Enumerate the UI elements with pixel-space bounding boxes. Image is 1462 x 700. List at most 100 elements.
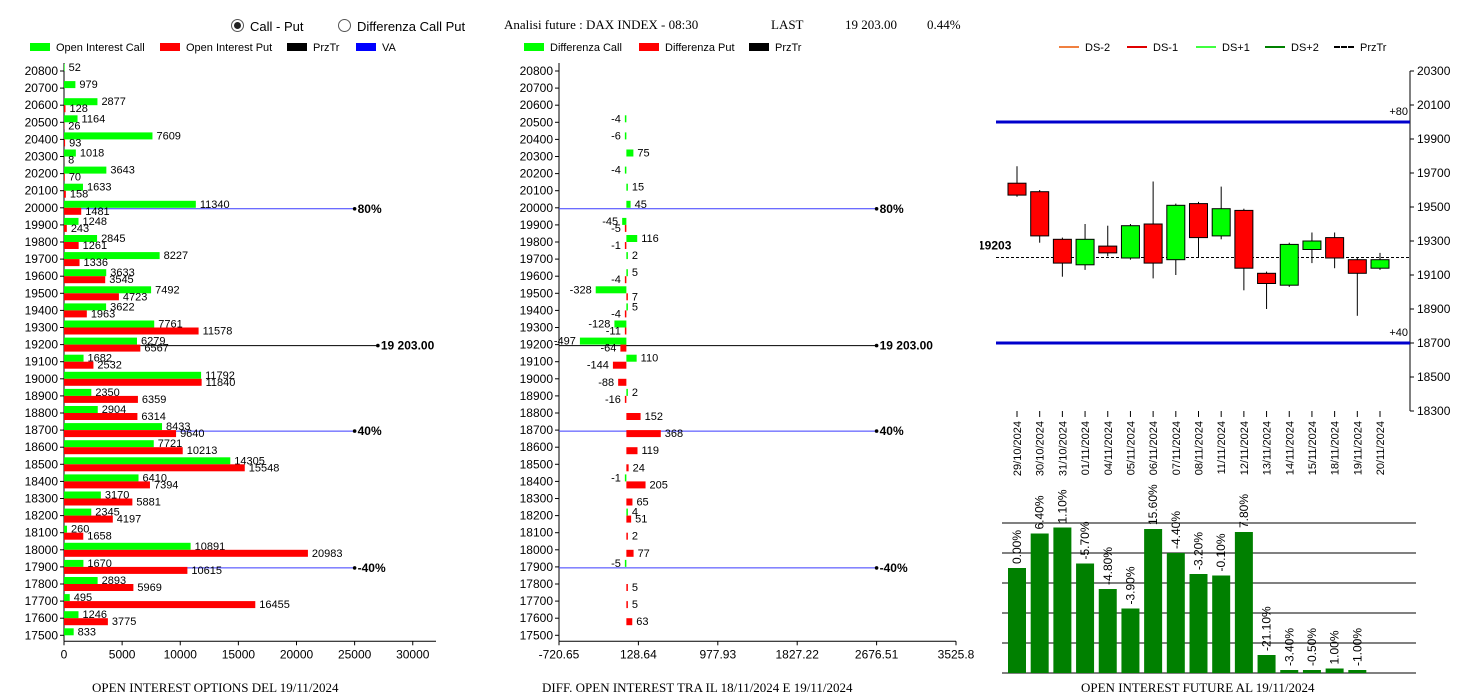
x-tick-label: 3525.8 bbox=[938, 647, 975, 661]
call-data-label: 1018 bbox=[80, 148, 104, 160]
y-tick-label: 19900 bbox=[25, 218, 59, 232]
oi-bar-label: -21.10% bbox=[1260, 606, 1274, 651]
put-data-label: 119 bbox=[641, 445, 659, 457]
legend-label: Open Interest Put bbox=[186, 42, 273, 54]
oi-bar-label: -1.00% bbox=[1350, 628, 1364, 666]
y-tick-label: 19900 bbox=[520, 218, 554, 232]
call-data-label: 4 bbox=[632, 507, 638, 519]
call-data-label: 7609 bbox=[156, 130, 180, 142]
put-data-label: 1261 bbox=[83, 240, 107, 252]
call-data-label: 2345 bbox=[95, 507, 119, 519]
x-tick-label: 01/11/2024 bbox=[1080, 421, 1092, 475]
y-tick-label: 20400 bbox=[25, 132, 59, 146]
x-tick-label: -720.65 bbox=[539, 647, 580, 661]
y-tick-label: 20100 bbox=[1417, 98, 1451, 112]
put-bar bbox=[626, 430, 661, 438]
call-bar bbox=[64, 303, 107, 311]
y-tick-label: 19200 bbox=[25, 338, 59, 352]
put-data-label: 2 bbox=[632, 531, 638, 543]
call-bar bbox=[626, 183, 628, 191]
put-bar bbox=[64, 481, 150, 489]
oi-bar bbox=[1144, 529, 1163, 673]
call-bar bbox=[614, 320, 627, 328]
call-bar bbox=[64, 132, 153, 140]
y-tick-label: 20100 bbox=[520, 184, 554, 198]
y-tick-label: 18500 bbox=[1417, 370, 1451, 384]
legend-label: Differenza Put bbox=[665, 42, 735, 54]
radio-call-put[interactable]: Call - Put bbox=[231, 19, 303, 34]
x-tick-label: 25000 bbox=[338, 647, 372, 661]
oi-options-chart: 20800 20700 20600 20500 20400 20300 20200 20100… bbox=[25, 62, 436, 661]
call-bar bbox=[64, 371, 202, 379]
oi-bar-label: -3.90% bbox=[1123, 566, 1137, 604]
oi-bar-label: 1.00% bbox=[1328, 630, 1342, 664]
x-tick-label: 20000 bbox=[280, 647, 314, 661]
y-tick-label: 20400 bbox=[520, 132, 554, 146]
call-data-label: 75 bbox=[637, 148, 649, 160]
x-tick-label: 5000 bbox=[109, 647, 136, 661]
put-bar bbox=[64, 447, 183, 455]
call-bar bbox=[622, 217, 627, 225]
legend-label: VA bbox=[382, 42, 396, 54]
y-tick-label: 18900 bbox=[25, 389, 59, 403]
x-tick-label: 2676.51 bbox=[855, 647, 899, 661]
candle-body bbox=[1257, 272, 1277, 285]
oi-bar bbox=[1189, 574, 1208, 673]
call-bar bbox=[624, 166, 627, 174]
radio-differenza[interactable]: Differenza Call Put bbox=[338, 19, 465, 34]
put-data-label: 10213 bbox=[187, 445, 218, 457]
oi-bar bbox=[1030, 533, 1049, 673]
przt-label: 19203 bbox=[980, 238, 1012, 252]
candle-body bbox=[1030, 191, 1050, 237]
put-data-label: 6567 bbox=[144, 343, 168, 355]
put-data-label: 93 bbox=[69, 137, 81, 149]
call-bar bbox=[64, 508, 92, 516]
put-bar bbox=[64, 584, 134, 591]
oi-bar bbox=[1257, 655, 1276, 673]
put-bar bbox=[64, 293, 119, 301]
candle-body bbox=[1279, 243, 1299, 286]
y-tick-label: 20300 bbox=[1417, 64, 1451, 78]
legend-diff-put: Differenza Put bbox=[639, 42, 735, 54]
future-oi-bar-chart: 0.00%6.40% 1.10%-5.70%-4.80%-3.90%15.60%-… bbox=[1002, 484, 1416, 674]
put-data-label: 20983 bbox=[312, 548, 343, 560]
call-bar bbox=[64, 628, 74, 636]
call-data-label: -128 bbox=[588, 319, 610, 331]
call-bar bbox=[64, 337, 137, 345]
put-data-label: 1336 bbox=[84, 257, 108, 269]
put-bar bbox=[64, 190, 66, 198]
call-data-label: 116 bbox=[641, 233, 659, 245]
legend-label: PrzTr bbox=[775, 42, 802, 54]
y-tick-label: 20300 bbox=[520, 150, 554, 164]
put-data-label: 158 bbox=[70, 189, 88, 201]
oi-bar-label: 0.00% bbox=[1010, 530, 1024, 564]
call-bar bbox=[626, 508, 628, 516]
y-tick-label: 19100 bbox=[1417, 268, 1451, 282]
y-tick-label: 19000 bbox=[520, 372, 554, 386]
call-bar bbox=[64, 594, 70, 602]
call-data-label: 11792 bbox=[205, 370, 235, 382]
y-tick-label: 18000 bbox=[25, 543, 59, 557]
oi-bar bbox=[1076, 563, 1095, 673]
put-bar bbox=[64, 430, 177, 438]
put-data-label: 7394 bbox=[154, 479, 178, 491]
put-data-label: 5 bbox=[632, 599, 638, 611]
oi-bar-label: -0.50% bbox=[1305, 628, 1319, 666]
call-data-label: 2877 bbox=[101, 96, 125, 108]
radio-unselected-icon bbox=[338, 19, 351, 32]
y-tick-label: 18500 bbox=[25, 457, 59, 471]
call-data-label: -1 bbox=[611, 472, 621, 484]
level-line-label: 19 203.00 bbox=[381, 339, 435, 353]
legend-ds-m2: DS-2 bbox=[1059, 42, 1110, 54]
legend-diff-przt: PrzTr bbox=[749, 42, 801, 54]
put-data-label: 5969 bbox=[137, 582, 161, 594]
y-tick-label: 19300 bbox=[1417, 234, 1451, 248]
put-data-label: 15548 bbox=[249, 462, 280, 474]
y-tick-label: 17700 bbox=[25, 594, 59, 608]
level-line-label: 40% bbox=[358, 424, 382, 438]
candle-body bbox=[1166, 204, 1186, 261]
y-tick-label: 19600 bbox=[520, 269, 554, 283]
put-bar bbox=[64, 498, 133, 506]
legend-oi-put: Open Interest Put bbox=[160, 42, 272, 54]
call-bar bbox=[595, 286, 627, 294]
